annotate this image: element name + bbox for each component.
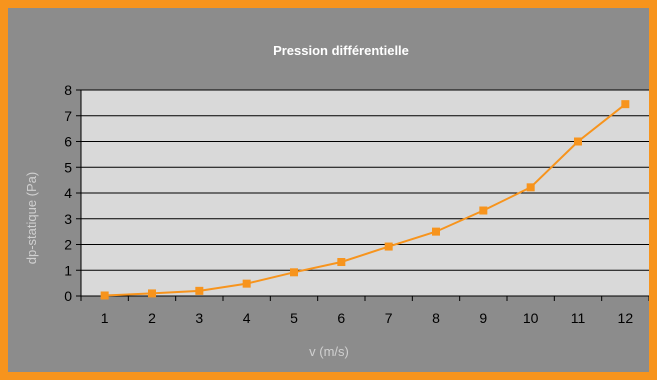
series-group — [100, 100, 630, 300]
data-point-marker — [242, 279, 251, 288]
x-tick-label: 5 — [290, 310, 298, 326]
y-tick-label: 0 — [64, 288, 72, 304]
data-point-marker — [195, 286, 204, 295]
data-point-marker — [384, 242, 393, 251]
x-tick-label: 11 — [571, 310, 586, 326]
y-tick-label: 1 — [64, 262, 72, 278]
x-tick-label: 12 — [618, 310, 634, 326]
data-point-marker — [100, 291, 109, 300]
y-tick-label: 6 — [64, 134, 72, 150]
y-tick-label: 5 — [64, 159, 72, 175]
x-tick-label: 3 — [195, 310, 203, 326]
x-tick-label: 10 — [523, 310, 539, 326]
data-point-marker — [148, 289, 156, 298]
y-axis-label: dp-statique (Pa) — [24, 172, 39, 265]
x-tick-label: 7 — [385, 310, 393, 326]
x-tick-label: 9 — [479, 310, 487, 326]
data-point-marker — [574, 137, 582, 146]
y-tick-label: 3 — [64, 211, 72, 227]
data-point-marker — [621, 100, 630, 109]
x-axis: 1 2 3 4 5 6 7 8 9 10 11 12 — [80, 296, 650, 326]
data-point-marker — [526, 183, 535, 192]
data-point-marker — [337, 258, 346, 267]
y-tick-label: 8 — [64, 82, 72, 98]
chart-title: Pression différentielle — [273, 43, 409, 58]
y-tick-label: 2 — [64, 237, 72, 253]
x-axis-label: v (m/s) — [309, 344, 349, 359]
x-tick-label: 2 — [148, 310, 156, 326]
y-tick-label: 4 — [64, 185, 72, 201]
x-tick-label: 4 — [243, 310, 251, 326]
series-line — [104, 103, 626, 297]
x-tick-label: 6 — [337, 310, 345, 326]
y-tick-label: 7 — [64, 108, 72, 124]
data-point-marker — [479, 206, 488, 215]
x-tick-label: 8 — [432, 310, 440, 326]
x-tick-label: 1 — [101, 310, 109, 326]
data-point-marker — [290, 268, 298, 277]
data-point-marker — [432, 227, 440, 236]
y-axis: 0 1 2 3 4 5 6 7 8 — [64, 82, 82, 304]
